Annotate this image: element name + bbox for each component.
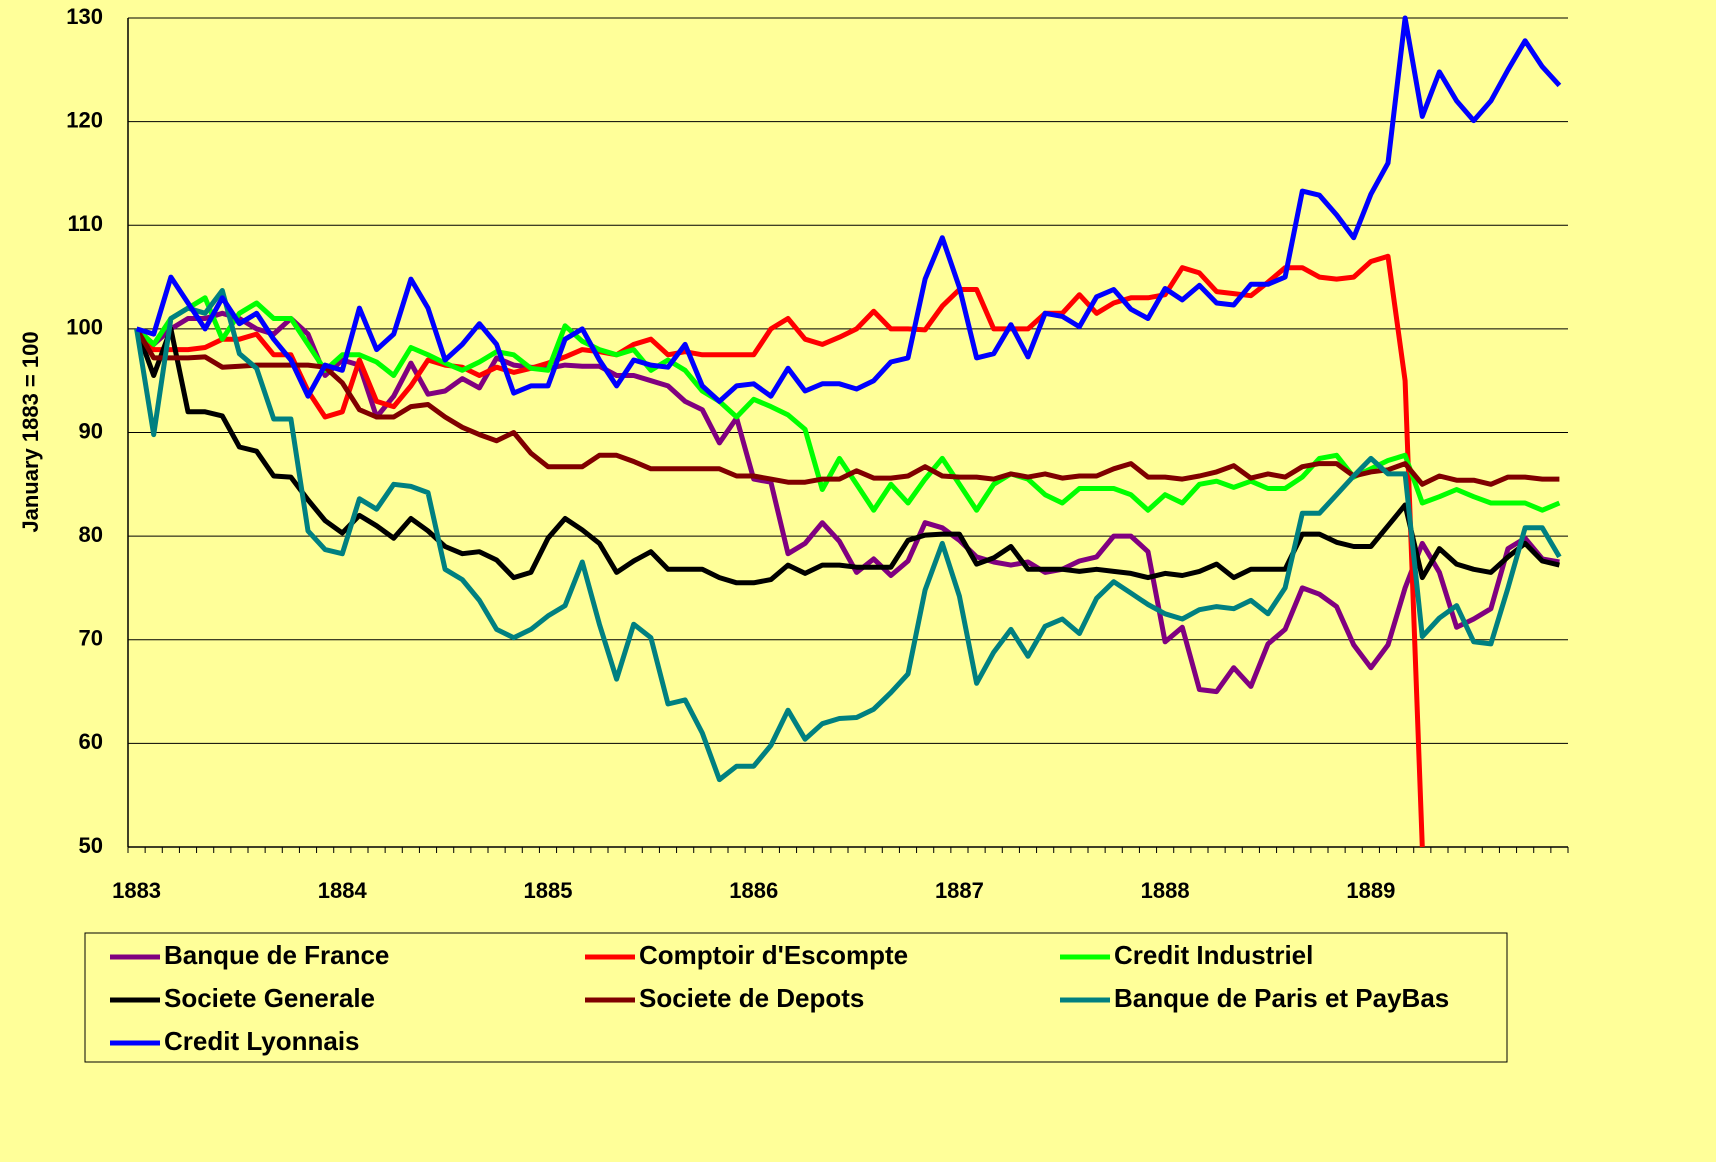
series-line [134,310,1560,695]
y-tick-label: 100 [66,315,103,340]
legend-label: Banque de Paris et PayBas [1114,983,1449,1013]
y-tick-label: 60 [79,729,103,754]
legend-label: Societe Generale [164,983,375,1013]
y-tick-label: 110 [68,211,104,236]
legend-label: Credit Industriel [1114,940,1313,970]
y-tick-label: 80 [79,522,103,547]
legend-label: Comptoir d'Escompte [639,940,908,970]
y-tick-label: 50 [79,833,103,858]
x-tick-label: 1886 [729,878,778,903]
x-tick-label: 1884 [318,878,368,903]
series-line [134,295,1561,513]
series-line [135,15,1562,404]
y-tick-label: 90 [79,418,103,443]
legend-label: Credit Lyonnais [164,1026,360,1056]
y-axis-label: January 1883 = 100 [18,331,43,532]
y-tick-label: 130 [66,4,103,29]
x-tick-label: 1887 [935,878,984,903]
x-tick-label: 1883 [112,878,161,903]
y-tick-label: 70 [79,626,103,651]
series-line [134,253,1425,848]
y-tick-label: 120 [66,107,103,132]
x-tick-label: 1889 [1346,878,1395,903]
legend-label: Banque de France [164,940,389,970]
series-line [134,288,1562,783]
x-tick-label: 1888 [1141,878,1190,903]
x-tick-label: 1885 [524,878,573,903]
legend-label: Societe de Depots [639,983,864,1013]
series-line [134,326,1560,586]
series-line [134,327,1560,487]
legend-box [84,932,1508,1063]
